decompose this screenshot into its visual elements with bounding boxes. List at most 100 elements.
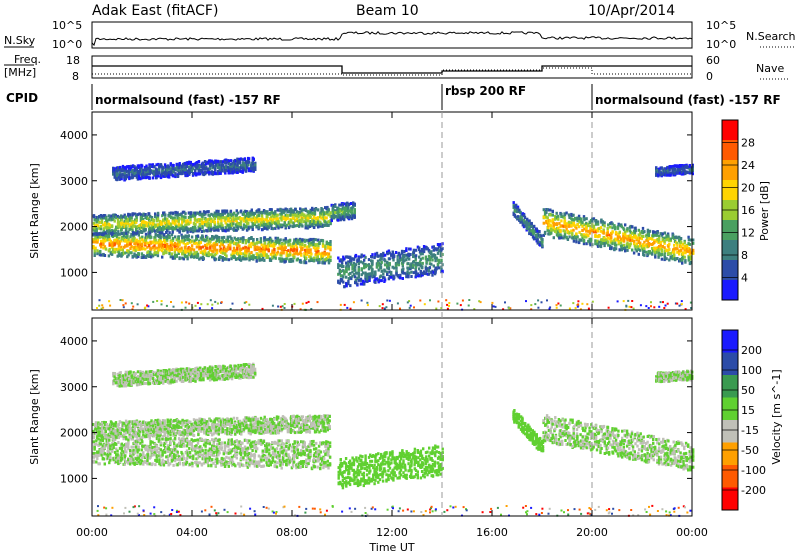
heatmap-cell [170, 252, 174, 256]
heatmap-cell [338, 203, 341, 207]
heatmap-cell [250, 167, 254, 171]
heatmap-cell [176, 211, 179, 215]
heatmap-cell [599, 226, 603, 230]
heatmap-cell [667, 235, 670, 239]
heatmap-cell [317, 225, 320, 229]
heatmap-cell [178, 250, 181, 253]
heatmap-cell [205, 162, 208, 166]
heatmap-cell [641, 226, 645, 230]
heatmap-cell [138, 224, 141, 227]
heatmap-cell [206, 236, 209, 240]
heatmap-cell [610, 232, 613, 236]
heatmap-cell [247, 254, 250, 258]
heatmap-cell [108, 216, 111, 220]
heatmap-cell [314, 238, 317, 242]
heatmap-cell [219, 167, 222, 171]
heatmap-cell [113, 250, 117, 254]
heatmap-cell [135, 253, 138, 257]
heatmap-cell [196, 242, 200, 246]
heatmap-cell [340, 274, 344, 278]
heatmap-cell [99, 251, 102, 255]
heatmap-cell [271, 239, 274, 243]
heatmap-cell [249, 217, 252, 221]
heatmap-cell [607, 236, 610, 240]
heatmap-cell [295, 248, 299, 252]
heatmap-cell [596, 229, 600, 233]
heatmap-cell [575, 237, 578, 241]
heatmap-cell [253, 242, 256, 246]
heatmap-cell [239, 252, 243, 256]
heatmap-cell [576, 235, 579, 239]
heatmap-cell [247, 213, 251, 217]
heatmap-cell [250, 236, 253, 239]
heatmap-cell [113, 174, 116, 177]
heatmap-cell [121, 169, 125, 172]
heatmap-cell [262, 209, 266, 212]
heatmap-cell [354, 268, 357, 272]
heatmap-cell [117, 173, 120, 177]
heatmap-cell [111, 250, 115, 254]
heatmap-cell [599, 243, 603, 247]
heatmap-cell [120, 226, 123, 230]
heatmap-cell [171, 243, 175, 247]
heatmap-cell [218, 236, 221, 239]
heatmap-cell [239, 209, 243, 213]
heatmap-cell [174, 173, 177, 177]
heatmap-cell [177, 222, 180, 226]
nsky-label: N.Sky [4, 34, 36, 47]
heatmap-cell [305, 248, 309, 252]
heatmap-cell [136, 230, 139, 234]
heatmap-cell [334, 211, 337, 215]
heatmap-cell [168, 246, 171, 250]
heatmap-cell [308, 244, 311, 248]
heatmap-cell [327, 213, 330, 217]
heatmap-cell [412, 265, 415, 269]
heatmap-cell [614, 247, 618, 251]
heatmap-cell [251, 225, 254, 229]
heatmap-cell [386, 263, 389, 267]
heatmap-cell [233, 255, 236, 259]
heatmap-cell [242, 255, 245, 259]
heatmap-cell [387, 249, 391, 253]
heatmap-cell [104, 238, 108, 242]
heatmap-cell [647, 232, 651, 236]
heatmap-cell [199, 212, 202, 216]
heatmap-cell [291, 213, 295, 217]
heatmap-cell [168, 231, 171, 235]
heatmap-cell [206, 224, 209, 228]
heatmap-cell [416, 274, 420, 278]
heatmap-cell [229, 242, 232, 246]
heatmap-cell [180, 246, 183, 250]
heatmap-cell [289, 259, 293, 263]
heatmap-cell [296, 252, 299, 256]
heatmap-cell [205, 238, 208, 242]
heatmap-cell [560, 219, 563, 223]
heatmap-cell [418, 260, 422, 264]
heatmap-cell [560, 215, 563, 219]
heatmap-cell [213, 220, 217, 224]
heatmap-cell [219, 171, 222, 175]
nsearch-tick-low: 10^0 [706, 38, 736, 51]
heatmap-cell [624, 223, 627, 227]
heatmap-cell [687, 235, 690, 239]
heatmap-cell [324, 211, 327, 215]
heatmap-cell [217, 228, 220, 232]
heatmap-cell [618, 223, 621, 227]
heatmap-cell [274, 221, 277, 225]
heatmap-cell [131, 175, 135, 179]
heatmap-cell [280, 259, 284, 263]
heatmap-cell [247, 160, 251, 164]
heatmap-cell [308, 214, 311, 218]
heatmap-cell [163, 233, 166, 237]
heatmap-cell [267, 212, 270, 216]
heatmap-cell [149, 214, 152, 218]
heatmap-cell [208, 162, 212, 166]
heatmap-cell [95, 218, 98, 222]
heatmap-cell [421, 261, 424, 265]
heatmap-cell [427, 248, 431, 252]
heatmap-cell [260, 249, 263, 253]
heatmap-cell [291, 259, 295, 263]
heatmap-cell [392, 254, 396, 258]
heatmap-cell [199, 236, 202, 240]
heatmap-cell [658, 251, 661, 255]
